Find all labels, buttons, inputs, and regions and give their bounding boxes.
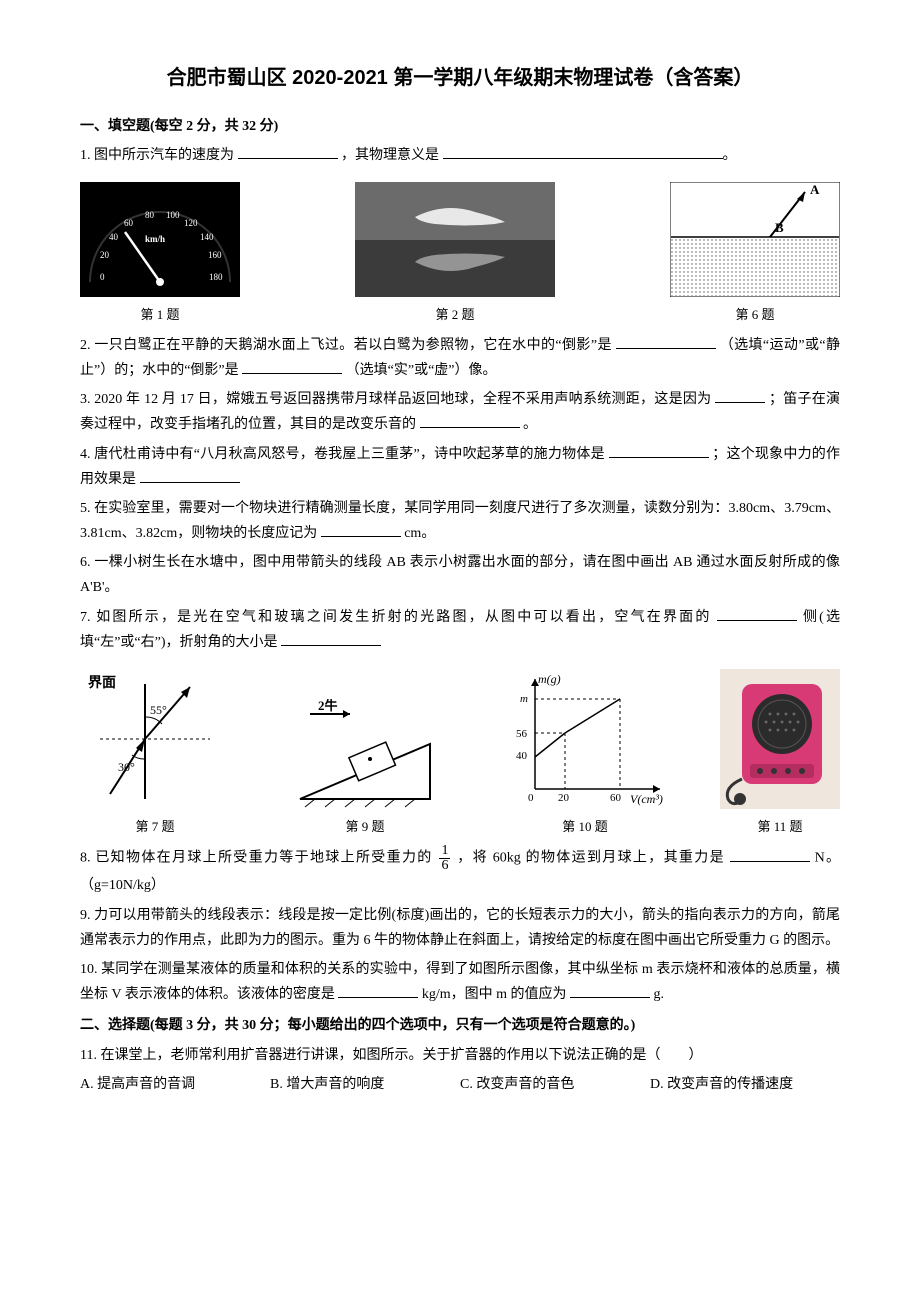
question-2: 2. 一只白鹭正在平静的天鹅湖水面上飞过。若以白鹭为参照物，它在水中的“倒影”是… (80, 333, 840, 383)
fraction-1-6: 16 (439, 844, 450, 873)
q7-blank-1[interactable] (717, 607, 797, 621)
svg-text:120: 120 (184, 218, 198, 228)
figure-row-1: 0 20 40 60 80 100 120 140 160 180 km/h 第… (80, 182, 840, 326)
caption-q9: 第 9 题 (280, 815, 450, 838)
question-7: 7. 如图所示，是光在空气和玻璃之间发生折射的光路图，从图中可以看出，空气在界面… (80, 605, 840, 655)
svg-text:60: 60 (124, 218, 134, 228)
caption-q6: 第 6 题 (670, 303, 840, 326)
question-4: 4. 唐代杜甫诗中有“八月秋高风怒号，卷我屋上三重茅”，诗中吹起茅草的施力物体是… (80, 442, 840, 492)
svg-text:80: 80 (145, 210, 155, 220)
svg-text:180: 180 (209, 272, 223, 282)
svg-text:140: 140 (200, 232, 214, 242)
figure-graph: m(g) V(cm³) m 56 40 0 20 60 (500, 669, 670, 809)
svg-text:100: 100 (166, 210, 180, 220)
q10-blank-2[interactable] (570, 984, 650, 998)
q5-text-a: 5. 在实验室里，需要对一个物块进行精确测量长度，某同学用同一刻度尺进行了多次测… (80, 501, 840, 541)
q2-blank-1[interactable] (616, 335, 716, 349)
svg-text:界面: 界面 (88, 675, 116, 691)
svg-text:V(cm³): V(cm³) (630, 792, 663, 806)
q5-blank[interactable] (321, 523, 401, 537)
svg-text:2牛: 2牛 (318, 699, 338, 713)
page-title: 合肥市蜀山区 2020-2021 第一学期八年级期末物理试卷（含答案） (80, 60, 840, 96)
svg-text:20: 20 (100, 250, 110, 260)
section-1-header: 一、填空题(每空 2 分，共 32 分) (80, 114, 840, 139)
svg-text:0: 0 (100, 272, 105, 282)
q8-text-a: 8. 已知物体在月球上所受重力等于地球上所受重力的 (80, 851, 433, 866)
figure-refraction: 界面 55° 30° (80, 669, 230, 809)
question-11: 11. 在课堂上，老师常利用扩音器进行讲课，如图所示。关于扩音器的作用以下说法正… (80, 1043, 840, 1068)
q11-options: A. 提高声音的音调 B. 增大声音的响度 C. 改变声音的音色 D. 改变声音… (80, 1072, 840, 1097)
question-1: 1. 图中所示汽车的速度为 ，其物理意义是 。 (80, 143, 840, 168)
svg-text:160: 160 (208, 250, 222, 260)
q4-blank-2[interactable] (140, 469, 240, 483)
q5-text-b: cm。 (404, 526, 435, 541)
section-2-header: 二、选择题(每题 3 分，共 30 分；每小题给出的四个选项中，只有一个选项是符… (80, 1013, 840, 1038)
figure-incline: 2牛 (280, 699, 450, 809)
q11-opt-d[interactable]: D. 改变声音的传播速度 (650, 1072, 840, 1097)
q2-text-c: （选填“实”或“虚”）像。 (346, 363, 497, 378)
figure-egret (355, 182, 555, 297)
svg-text:m(g): m(g) (538, 672, 561, 686)
q11-opt-a[interactable]: A. 提高声音的音调 (80, 1072, 270, 1097)
caption-q10: 第 10 题 (500, 815, 670, 838)
q1-text-a: 1. 图中所示汽车的速度为 (80, 148, 234, 163)
figure-speaker (720, 669, 840, 809)
q4-text-a: 4. 唐代杜甫诗中有“八月秋高风怒号，卷我屋上三重茅”，诗中吹起茅草的施力物体是 (80, 447, 605, 462)
caption-q7: 第 7 题 (80, 815, 230, 838)
figure-tree-reflection: A B (670, 182, 840, 297)
q11-opt-c[interactable]: C. 改变声音的音色 (460, 1072, 650, 1097)
q7-blank-2[interactable] (281, 632, 381, 646)
q1-blank-1[interactable] (238, 145, 338, 159)
q3-text-a: 3. 2020 年 12 月 17 日，嫦娥五号返回器携带月球样品返回地球，全程… (80, 392, 711, 407)
question-8: 8. 已知物体在月球上所受重力等于地球上所受重力的 16 ，将 60kg 的物体… (80, 844, 840, 898)
caption-q1: 第 1 题 (80, 303, 240, 326)
svg-text:55°: 55° (150, 703, 167, 717)
svg-text:60: 60 (610, 792, 622, 804)
caption-q2: 第 2 题 (355, 303, 555, 326)
q1-text-b: ，其物理意义是 (341, 148, 439, 163)
q7-text-a: 7. 如图所示，是光在空气和玻璃之间发生折射的光路图，从图中可以看出，空气在界面… (80, 610, 712, 625)
svg-text:A: A (810, 182, 820, 197)
question-3: 3. 2020 年 12 月 17 日，嫦娥五号返回器携带月球样品返回地球，全程… (80, 387, 840, 437)
q3-blank-1[interactable] (715, 389, 765, 403)
svg-text:m: m (520, 693, 528, 705)
q10-text-b: kg/m，图中 m 的值应为 (422, 987, 567, 1002)
q4-blank-1[interactable] (609, 444, 709, 458)
q11-opt-b[interactable]: B. 增大声音的响度 (270, 1072, 460, 1097)
svg-text:30°: 30° (118, 760, 135, 774)
q3-blank-2[interactable] (420, 414, 520, 428)
question-9: 9. 力可以用带箭头的线段表示：线段是按一定比例(标度)画出的，它的长短表示力的… (80, 903, 840, 953)
q8-blank[interactable] (730, 848, 810, 862)
svg-text:40: 40 (516, 750, 528, 762)
svg-text:B: B (775, 220, 784, 235)
svg-text:56: 56 (516, 728, 528, 740)
q10-blank-1[interactable] (338, 984, 418, 998)
figure-row-2: 界面 55° 30° 第 7 题 2牛 (80, 669, 840, 838)
caption-q11: 第 11 题 (720, 815, 840, 838)
svg-text:20: 20 (558, 792, 570, 804)
figure-speedometer: 0 20 40 60 80 100 120 140 160 180 km/h (80, 182, 240, 297)
question-6: 6. 一棵小树生长在水塘中，图中用带箭头的线段 AB 表示小树露出水面的部分，请… (80, 550, 840, 600)
svg-text:km/h: km/h (145, 234, 165, 244)
q1-blank-2[interactable] (443, 145, 723, 159)
q2-blank-2[interactable] (242, 360, 342, 374)
question-10: 10. 某同学在测量某液体的质量和体积的关系的实验中，得到了如图所示图像，其中纵… (80, 957, 840, 1007)
q10-text-c: g. (654, 987, 665, 1002)
q8-text-b: ，将 60kg 的物体运到月球上，其重力是 (457, 851, 725, 866)
svg-text:0: 0 (528, 792, 534, 804)
question-5: 5. 在实验室里，需要对一个物块进行精确测量长度，某同学用同一刻度尺进行了多次测… (80, 496, 840, 546)
q2-text-a: 2. 一只白鹭正在平静的天鹅湖水面上飞过。若以白鹭为参照物，它在水中的“倒影”是 (80, 338, 612, 353)
svg-text:40: 40 (109, 232, 119, 242)
